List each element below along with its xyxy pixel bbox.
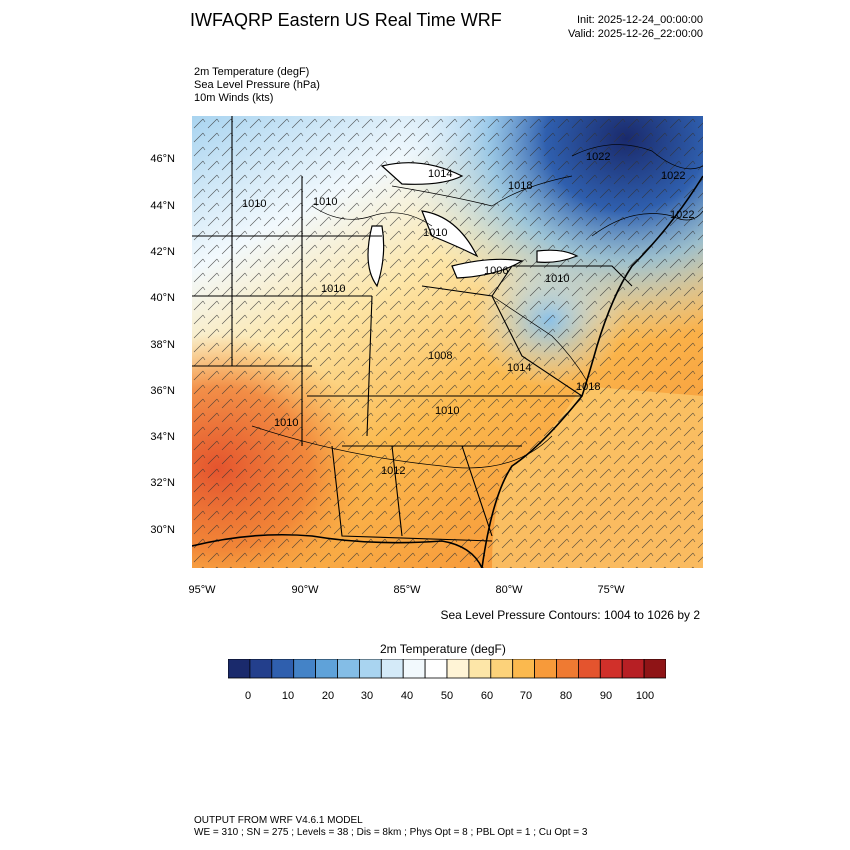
colorbar-swatch <box>380 658 404 679</box>
footer-config: WE = 310 ; SN = 275 ; Levels = 38 ; Dis … <box>194 827 588 838</box>
colorbar-swatch <box>227 658 251 679</box>
colorbar-label: 30 <box>360 690 374 702</box>
colorbar-swatch <box>556 658 579 679</box>
lon-label: 85°W <box>393 584 421 596</box>
isobar-label: 1008 <box>428 350 453 362</box>
lat-label: 38°N <box>150 339 175 351</box>
colorbar <box>227 658 667 684</box>
isobar-label: 1010 <box>313 196 338 208</box>
lon-label: 75°W <box>597 584 625 596</box>
colorbar-swatch <box>337 658 360 679</box>
lat-label: 40°N <box>150 292 175 304</box>
isobar-label: 1010 <box>242 198 267 210</box>
colorbar-swatch <box>468 658 492 679</box>
lon-label: 90°W <box>291 584 319 596</box>
isobar-label: 1022 <box>661 170 686 182</box>
colorbar-swatch <box>643 658 667 679</box>
isobar-label: 1010 <box>435 405 460 417</box>
isobar-label: 1014 <box>428 168 453 180</box>
lat-label: 30°N <box>150 524 175 536</box>
colorbar-label: 80 <box>559 690 573 702</box>
contour-note: Sea Level Pressure Contours: 1004 to 102… <box>440 608 701 622</box>
lat-label: 34°N <box>150 431 175 443</box>
colorbar-swatch <box>599 658 623 679</box>
lon-label: 80°W <box>495 584 523 596</box>
colorbar-swatch <box>446 658 470 679</box>
colorbar-swatch <box>534 658 557 679</box>
lon-label: 95°W <box>188 584 216 596</box>
map-svg <box>192 116 703 568</box>
isobar-label: 1014 <box>507 362 532 374</box>
colorbar-label: 40 <box>400 690 414 702</box>
isobar-label: 1022 <box>586 151 611 163</box>
variable-label-pressure: Sea Level Pressure (hPa) <box>194 79 320 91</box>
colorbar-swatch <box>512 658 536 679</box>
colorbar-swatch <box>271 658 295 679</box>
colorbar-swatch <box>424 658 448 679</box>
colorbar-swatch <box>315 658 338 679</box>
footer-model: OUTPUT FROM WRF V4.6.1 MODEL <box>194 815 363 826</box>
isobar-label: 1010 <box>274 417 299 429</box>
colorbar-label: 10 <box>281 690 295 702</box>
lat-label: 44°N <box>150 200 175 212</box>
colorbar-swatch <box>490 658 514 679</box>
isobar-label: 1010 <box>321 283 346 295</box>
isobar-label: 1010 <box>545 273 570 285</box>
isobar-label: 1010 <box>423 227 448 239</box>
init-time: Init: 2025-12-24_00:00:00 <box>577 14 703 26</box>
colorbar-swatch <box>621 658 645 679</box>
lat-label: 32°N <box>150 477 175 489</box>
colorbar-label: 20 <box>321 690 335 702</box>
lat-label: 36°N <box>150 385 175 397</box>
variable-label-winds: 10m Winds (kts) <box>194 92 274 104</box>
colorbar-label: 70 <box>519 690 533 702</box>
colorbar-label: 90 <box>599 690 613 702</box>
colorbar-swatch <box>249 658 273 679</box>
colorbar-title: 2m Temperature (degF) <box>380 642 506 656</box>
colorbar-swatches <box>227 658 667 679</box>
variable-label-temperature: 2m Temperature (degF) <box>194 66 310 78</box>
map-title: IWFAQRP Eastern US Real Time WRF <box>190 10 502 30</box>
isobar-label: 1006 <box>484 265 509 277</box>
lat-label: 42°N <box>150 246 175 258</box>
colorbar-label: 50 <box>440 690 454 702</box>
isobar-label: 1018 <box>576 381 601 393</box>
colorbar-label: 60 <box>480 690 494 702</box>
colorbar-label: 0 <box>244 690 252 702</box>
lat-label: 46°N <box>150 153 175 165</box>
weather-map: 1014 1010 1010 1010 1018 1022 1022 1022 … <box>192 116 703 568</box>
colorbar-swatch <box>577 658 601 679</box>
colorbar-swatch <box>402 658 426 679</box>
isobar-label: 1022 <box>670 209 695 221</box>
colorbar-swatch <box>293 658 316 679</box>
valid-time: Valid: 2025-12-26_22:00:00 <box>568 28 703 40</box>
colorbar-label: 100 <box>635 690 655 702</box>
isobar-label: 1018 <box>508 180 533 192</box>
colorbar-swatch <box>358 658 382 679</box>
isobar-label: 1012 <box>381 465 406 477</box>
